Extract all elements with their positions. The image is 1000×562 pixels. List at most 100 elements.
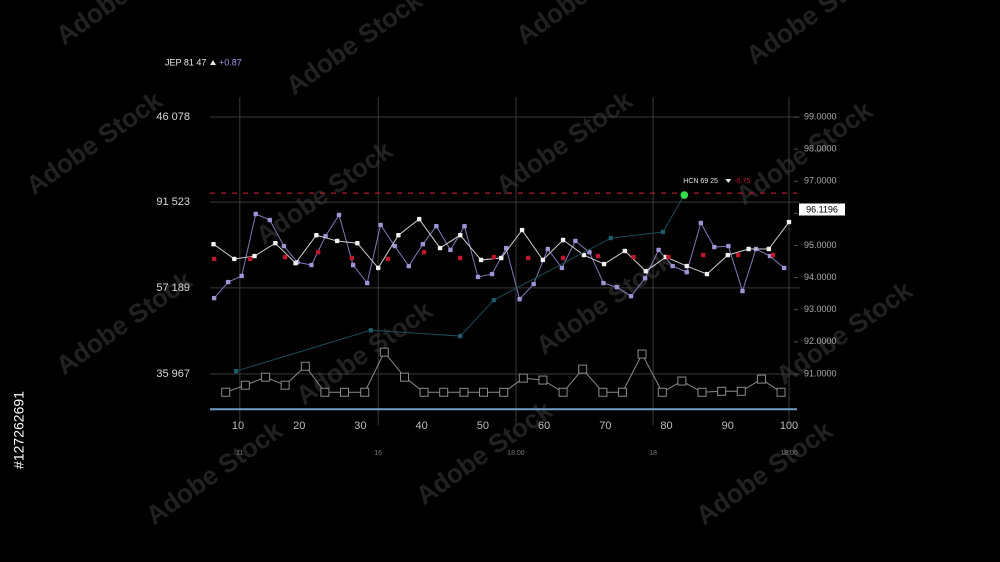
point (379, 347, 389, 357)
point (643, 268, 648, 274)
point (211, 256, 217, 262)
y2-tick-label: 91.0000 (804, 368, 837, 378)
point (517, 296, 522, 302)
y2-tick-label: 98.0000 (804, 143, 837, 153)
time-tick-label: 18:00 (780, 450, 798, 457)
point (608, 235, 614, 241)
highlight-point (680, 191, 689, 199)
point (573, 238, 578, 244)
point (781, 265, 787, 271)
point (622, 248, 628, 254)
point (717, 386, 727, 396)
point (560, 255, 566, 261)
down-arrow (725, 179, 732, 184)
point (211, 295, 217, 301)
y-tick-label: 91 523 (156, 196, 190, 208)
x-tick-label: 40 (416, 420, 428, 432)
point (364, 280, 370, 286)
point (248, 256, 253, 262)
point (458, 255, 463, 261)
time-tick-label: 18:00 (507, 450, 525, 457)
point (666, 254, 671, 260)
point (252, 253, 257, 259)
point (770, 252, 776, 258)
point (617, 387, 627, 397)
point (273, 241, 278, 246)
point (458, 333, 463, 339)
point (559, 265, 565, 271)
point (558, 387, 568, 397)
point (282, 254, 288, 260)
point (314, 232, 319, 238)
point (320, 387, 330, 397)
point (725, 252, 730, 258)
point (420, 241, 426, 247)
x-tick-label: 80 (660, 420, 672, 432)
point (458, 232, 463, 238)
point (439, 387, 449, 397)
y2-tick-label: 97.0000 (804, 176, 837, 186)
point (601, 261, 607, 267)
point (660, 229, 666, 235)
x-tick-label: 100 (780, 420, 798, 432)
x-tick-label: 30 (354, 420, 366, 432)
ticker-symbol: JEP 81 47 (165, 57, 206, 67)
point (267, 217, 273, 223)
point (704, 271, 710, 277)
point (518, 373, 528, 383)
point (211, 241, 216, 247)
point (684, 263, 689, 269)
point (578, 364, 588, 374)
point (746, 246, 751, 252)
point (406, 263, 412, 269)
x-tick-label: 90 (722, 420, 734, 432)
point (581, 252, 587, 258)
point (392, 243, 397, 249)
point (560, 237, 566, 243)
point (462, 223, 467, 229)
point (233, 368, 239, 374)
point (684, 269, 689, 275)
point (400, 372, 410, 382)
point (712, 244, 717, 250)
time-tick-label: 11 (236, 450, 243, 457)
point (368, 328, 374, 333)
point (478, 387, 488, 397)
point (459, 387, 469, 397)
point (281, 243, 287, 249)
point (499, 255, 504, 261)
point (519, 227, 525, 233)
point (776, 387, 786, 397)
point (478, 257, 484, 263)
x-tick-label: 50 (477, 420, 489, 432)
point (375, 265, 381, 271)
y2-tick-label: 95.0000 (804, 240, 837, 250)
point (475, 274, 481, 280)
point (225, 279, 231, 285)
y2-tick-label: 94.0000 (804, 272, 837, 282)
point (280, 380, 290, 390)
point (448, 247, 453, 253)
point (670, 263, 675, 269)
point (736, 386, 746, 396)
callout-symbol: HCN 69 25 (683, 178, 718, 185)
x-tick-label: 20 (293, 420, 305, 432)
x-tick-label: 70 (599, 420, 611, 432)
point (315, 250, 321, 255)
point (253, 211, 258, 217)
y-tick-label: 46 078 (156, 111, 190, 123)
point (614, 285, 620, 290)
point (628, 294, 634, 299)
point (697, 387, 707, 397)
ticker-change: +0.87 (219, 57, 242, 67)
point (491, 254, 497, 260)
point (334, 238, 340, 244)
point (336, 212, 342, 218)
point (726, 243, 731, 249)
y2-tick-label: 93.0000 (804, 304, 837, 314)
point (240, 380, 250, 390)
point (701, 252, 706, 258)
point (631, 254, 636, 260)
point (421, 250, 427, 255)
